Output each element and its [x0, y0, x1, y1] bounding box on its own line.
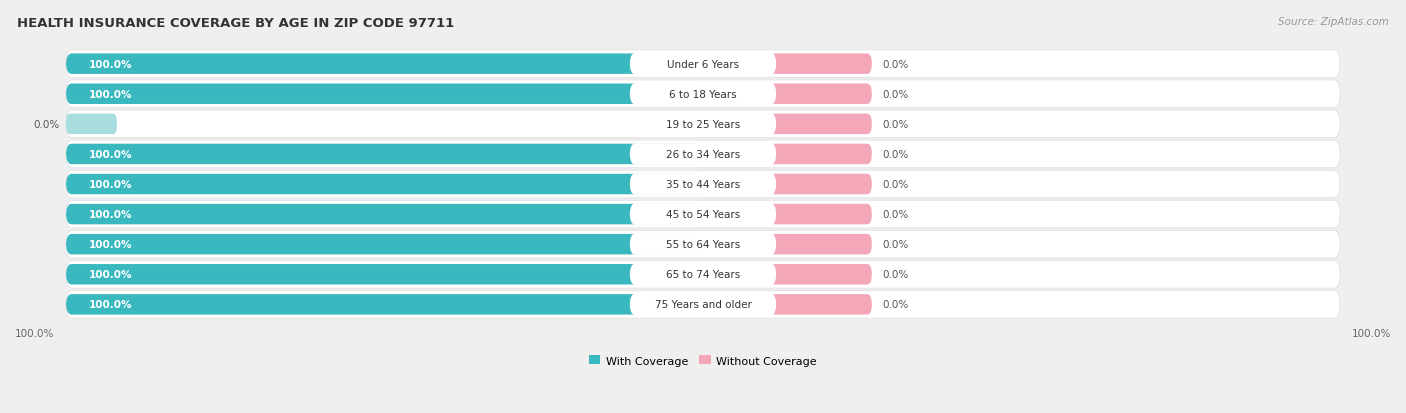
FancyBboxPatch shape [630, 264, 776, 285]
FancyBboxPatch shape [66, 84, 703, 105]
Text: 0.0%: 0.0% [882, 300, 908, 310]
FancyBboxPatch shape [66, 204, 703, 225]
FancyBboxPatch shape [66, 114, 117, 135]
FancyBboxPatch shape [66, 51, 1340, 78]
Text: 0.0%: 0.0% [882, 59, 908, 69]
FancyBboxPatch shape [630, 234, 776, 255]
Text: 26 to 34 Years: 26 to 34 Years [666, 150, 740, 159]
Text: 75 Years and older: 75 Years and older [655, 300, 751, 310]
FancyBboxPatch shape [630, 294, 776, 316]
FancyBboxPatch shape [66, 171, 1340, 198]
FancyBboxPatch shape [66, 291, 1340, 318]
Text: 6 to 18 Years: 6 to 18 Years [669, 90, 737, 100]
FancyBboxPatch shape [770, 84, 872, 105]
FancyBboxPatch shape [770, 294, 872, 315]
FancyBboxPatch shape [630, 84, 776, 105]
Text: 0.0%: 0.0% [882, 180, 908, 190]
Text: 100.0%: 100.0% [89, 240, 132, 249]
Text: 0.0%: 0.0% [882, 209, 908, 220]
FancyBboxPatch shape [630, 144, 776, 165]
Legend: With Coverage, Without Coverage: With Coverage, Without Coverage [585, 351, 821, 370]
Text: Under 6 Years: Under 6 Years [666, 59, 740, 69]
Text: 45 to 54 Years: 45 to 54 Years [666, 209, 740, 220]
Text: 100.0%: 100.0% [89, 150, 132, 159]
Text: 0.0%: 0.0% [882, 90, 908, 100]
Text: 0.0%: 0.0% [882, 119, 908, 130]
FancyBboxPatch shape [66, 141, 1340, 169]
FancyBboxPatch shape [66, 235, 703, 255]
FancyBboxPatch shape [630, 54, 776, 75]
Text: 0.0%: 0.0% [882, 150, 908, 159]
FancyBboxPatch shape [66, 264, 703, 285]
FancyBboxPatch shape [66, 201, 1340, 228]
Text: 35 to 44 Years: 35 to 44 Years [666, 180, 740, 190]
Text: 55 to 64 Years: 55 to 64 Years [666, 240, 740, 249]
Text: 0.0%: 0.0% [882, 270, 908, 280]
FancyBboxPatch shape [770, 174, 872, 195]
FancyBboxPatch shape [770, 204, 872, 225]
Text: 100.0%: 100.0% [15, 328, 55, 338]
Text: 100.0%: 100.0% [89, 209, 132, 220]
Text: 100.0%: 100.0% [89, 300, 132, 310]
Text: 65 to 74 Years: 65 to 74 Years [666, 270, 740, 280]
Text: 100.0%: 100.0% [1351, 328, 1391, 338]
FancyBboxPatch shape [770, 145, 872, 165]
FancyBboxPatch shape [770, 264, 872, 285]
Text: HEALTH INSURANCE COVERAGE BY AGE IN ZIP CODE 97711: HEALTH INSURANCE COVERAGE BY AGE IN ZIP … [17, 17, 454, 29]
FancyBboxPatch shape [66, 294, 703, 315]
Text: 100.0%: 100.0% [89, 270, 132, 280]
FancyBboxPatch shape [770, 114, 872, 135]
Text: 100.0%: 100.0% [89, 90, 132, 100]
Text: 0.0%: 0.0% [882, 240, 908, 249]
Text: 19 to 25 Years: 19 to 25 Years [666, 119, 740, 130]
FancyBboxPatch shape [630, 174, 776, 195]
FancyBboxPatch shape [66, 54, 703, 75]
FancyBboxPatch shape [66, 231, 1340, 259]
FancyBboxPatch shape [66, 81, 1340, 108]
Text: 100.0%: 100.0% [89, 59, 132, 69]
FancyBboxPatch shape [630, 204, 776, 225]
FancyBboxPatch shape [66, 174, 703, 195]
Text: 100.0%: 100.0% [89, 180, 132, 190]
FancyBboxPatch shape [770, 235, 872, 255]
FancyBboxPatch shape [66, 111, 1340, 138]
FancyBboxPatch shape [770, 54, 872, 75]
FancyBboxPatch shape [66, 145, 703, 165]
Text: 0.0%: 0.0% [34, 119, 59, 130]
FancyBboxPatch shape [66, 261, 1340, 288]
FancyBboxPatch shape [630, 114, 776, 135]
Text: Source: ZipAtlas.com: Source: ZipAtlas.com [1278, 17, 1389, 26]
